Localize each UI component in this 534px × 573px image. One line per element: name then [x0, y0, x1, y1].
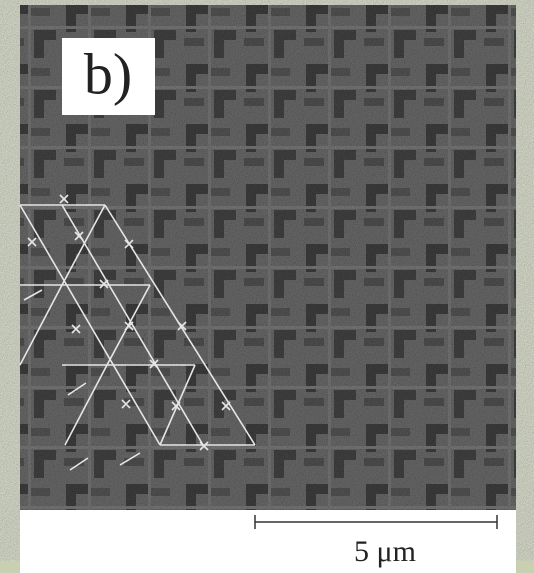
caption-area: [20, 510, 516, 573]
figure-panel: b) 5 μm: [0, 0, 534, 573]
panel-label: b): [84, 41, 132, 106]
scale-label: 5 μm: [354, 535, 416, 568]
micrograph: b) 5 μm: [0, 0, 534, 573]
